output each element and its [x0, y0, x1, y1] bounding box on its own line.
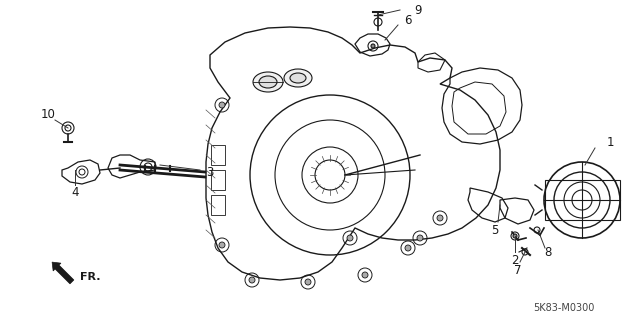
- Text: 9: 9: [414, 4, 422, 17]
- Circle shape: [219, 242, 225, 248]
- Text: 3: 3: [206, 166, 214, 179]
- Circle shape: [305, 279, 311, 285]
- Text: 10: 10: [40, 108, 56, 122]
- Circle shape: [347, 235, 353, 241]
- Bar: [211, 170, 225, 190]
- Ellipse shape: [253, 72, 283, 92]
- Circle shape: [513, 234, 517, 238]
- Text: 1: 1: [606, 136, 614, 149]
- Text: FR.: FR.: [80, 272, 100, 282]
- Ellipse shape: [284, 69, 312, 87]
- Ellipse shape: [290, 73, 306, 83]
- Circle shape: [437, 215, 443, 221]
- Circle shape: [405, 245, 411, 251]
- Ellipse shape: [259, 76, 277, 88]
- Text: 4: 4: [71, 186, 79, 198]
- Text: 5K83-M0300: 5K83-M0300: [533, 303, 595, 313]
- Circle shape: [371, 44, 375, 48]
- Circle shape: [249, 277, 255, 283]
- Text: 8: 8: [544, 247, 552, 259]
- Polygon shape: [52, 262, 74, 284]
- Text: 2: 2: [511, 254, 519, 266]
- Text: 5: 5: [492, 224, 499, 236]
- Circle shape: [417, 235, 423, 241]
- Circle shape: [362, 272, 368, 278]
- Circle shape: [219, 102, 225, 108]
- Bar: [211, 145, 225, 165]
- Text: 6: 6: [404, 13, 412, 26]
- Text: 7: 7: [515, 263, 522, 277]
- Bar: [211, 195, 225, 215]
